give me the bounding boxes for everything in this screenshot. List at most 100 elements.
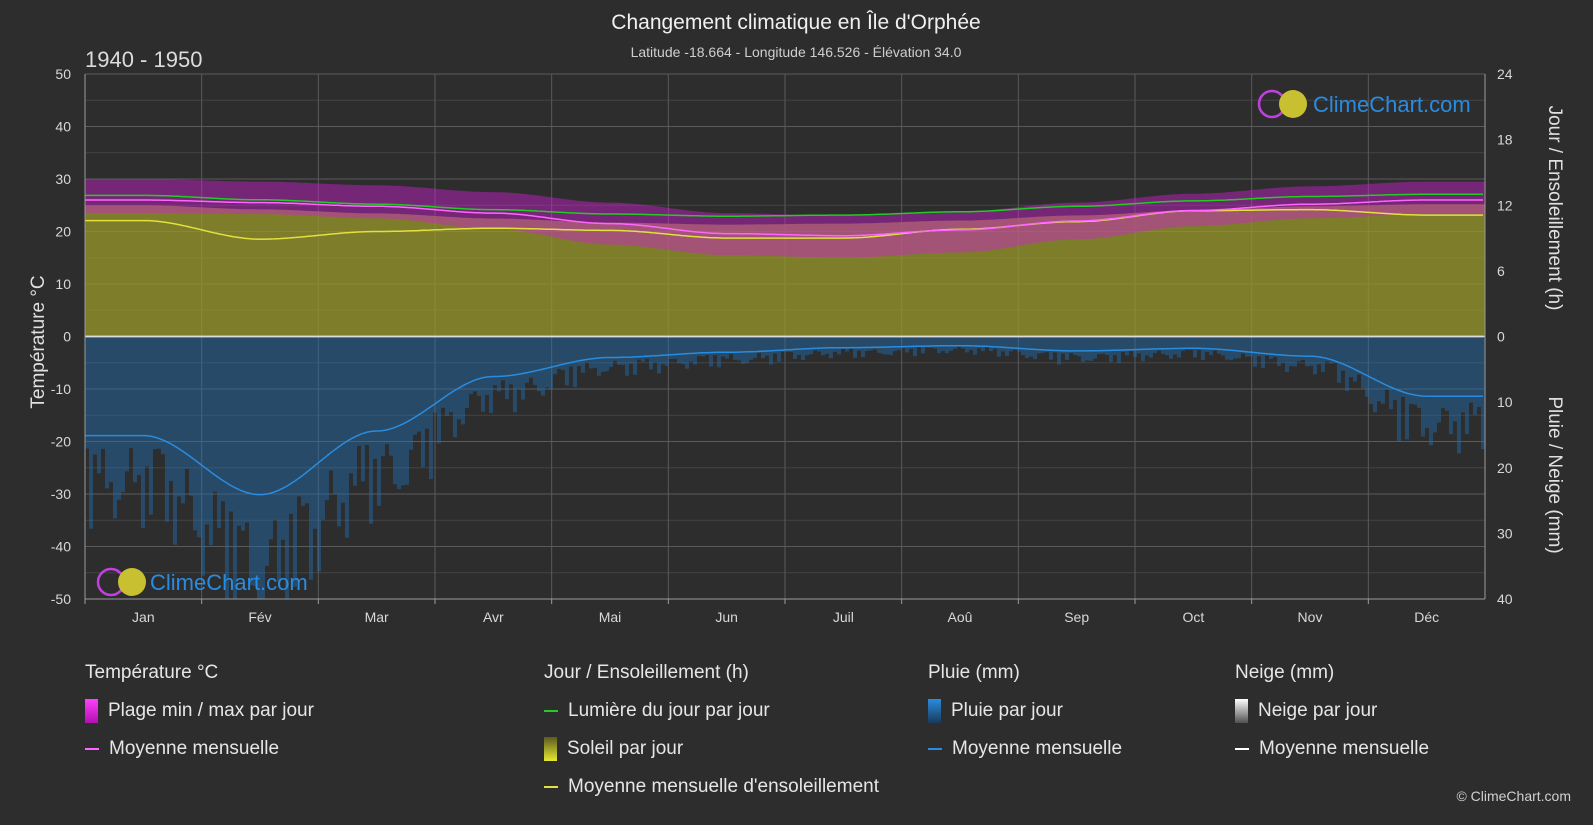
legend-sunshine-label: Soleil par jour (567, 738, 684, 759)
rain-daily-bar (677, 336, 681, 364)
rain-daily-bar (813, 336, 817, 351)
rain-daily-bar (1225, 336, 1229, 360)
sunshine-swatch (544, 737, 557, 761)
rain-daily-bar (1273, 336, 1277, 357)
daylight-line (85, 193, 1483, 217)
rain-daily-bar (221, 336, 225, 502)
rain-daily-bar (217, 336, 221, 529)
rain-daily-bar (505, 336, 509, 400)
rain-daily-bar (145, 336, 149, 467)
rain-daily-bar (1469, 336, 1473, 403)
rain-daily-bar (1045, 336, 1049, 353)
left-tick-label: 0 (63, 329, 71, 345)
rain-daily-bar (1065, 336, 1069, 360)
rain-daily-bar (1393, 336, 1397, 400)
rain-daily-bar (825, 336, 829, 354)
rain-daily-bar (1413, 336, 1417, 405)
rain-daily-bar (373, 336, 377, 459)
rain-mean-line (85, 344, 1483, 496)
rain-daily-bar (429, 336, 433, 480)
rain-daily-bar (1061, 336, 1065, 354)
left-tick-label: -50 (51, 591, 71, 607)
rain-daily-bar (1193, 336, 1197, 358)
rain-daily-bar (633, 336, 637, 375)
rain-daily-bar (277, 336, 281, 582)
rain-daily-bar (765, 336, 769, 356)
brand-logo-top[interactable]: ClimeChart.com (1257, 89, 1471, 119)
legend-sunshine-mean: Moyenne mensuelle d'ensoleillement (544, 776, 879, 798)
rain-daily-bar (857, 336, 861, 351)
rain-daily-bar (381, 336, 385, 457)
rain-daily-bar (637, 336, 641, 360)
left-tick-label: -20 (51, 434, 71, 450)
rain-daily-bar (837, 336, 841, 355)
rain-swatch (928, 699, 941, 723)
legend-rain-title: Pluie (mm) (928, 662, 1020, 683)
legend-rain: Pluie (mm) Pluie par jour Moyenne mensue… (928, 662, 1122, 776)
rain-daily-bar (1169, 336, 1173, 359)
rain-daily-bar (1041, 336, 1045, 353)
rain-daily-bar (261, 336, 265, 599)
rain-daily-bar (1289, 336, 1293, 367)
rain-daily-bar (949, 336, 953, 351)
left-tick-label: -40 (51, 539, 71, 555)
rain-daily-bar (1233, 336, 1237, 359)
rain-daily-bar (193, 336, 197, 531)
rain-daily-bar (1217, 336, 1221, 354)
rain-daily-bar (181, 336, 185, 504)
rain-daily-bar (529, 336, 533, 378)
rain-daily-bars (85, 336, 1485, 599)
rain-daily-bar (497, 336, 501, 392)
temperature-range-fill (85, 179, 1485, 258)
rain-daily-bar (601, 336, 605, 372)
rain-daily-bar (933, 336, 937, 349)
temperature-mean-line (85, 199, 1483, 237)
rain-daily-bar (713, 336, 717, 356)
brand-name-bottom: ClimeChart.com (150, 570, 308, 595)
rain-daily-bar (1209, 336, 1213, 356)
rain-daily-bar (1477, 336, 1481, 408)
rain-daily-bar (957, 336, 961, 347)
rain-daily-bar (969, 336, 973, 350)
rain-daily-bar (129, 336, 133, 449)
rain-daily-bar (477, 336, 481, 396)
rain-daily-bar (593, 336, 597, 368)
rain-daily-bar (1417, 336, 1421, 408)
rain-daily-bar (361, 336, 365, 482)
rain-daily-bar (405, 336, 409, 485)
rain-daily-bar (1429, 336, 1433, 446)
rain-daily-bar (1081, 336, 1085, 363)
rain-daily-bar (1325, 336, 1329, 362)
rain-daily-bar (1197, 336, 1201, 351)
rain-daily-bar (333, 336, 337, 495)
rain-daily-bar (649, 336, 653, 370)
rain-daily-bar (1069, 336, 1073, 354)
rain-daily-bar (461, 336, 465, 425)
rain-daily-bar (1377, 336, 1381, 402)
rain-daily-bar (1157, 336, 1161, 351)
rain-daily-bar (741, 336, 745, 364)
rain-daily-bar (617, 336, 621, 365)
rain-daily-bar (1253, 336, 1257, 367)
rain-daily-bar (317, 336, 321, 572)
rain-daily-bar (589, 336, 593, 369)
rain-daily-bar (1149, 336, 1153, 358)
rain-daily-bar (1321, 336, 1325, 372)
month-tick-label: Déc (1414, 609, 1439, 625)
climate-chart: Changement climatique en Île d'Orphée La… (28, 11, 1565, 625)
rain-daily-bar (709, 336, 713, 367)
rain-daily-bar (689, 336, 693, 362)
rain-daily-bar (937, 336, 941, 354)
rain-daily-bar (137, 336, 141, 476)
rain-daily-bar (873, 336, 877, 350)
rain-daily-bar (945, 336, 949, 354)
legend-snow-mean-label: Moyenne mensuelle (1259, 738, 1430, 759)
rain-daily-bar (1249, 336, 1253, 357)
rain-daily-bar (1333, 336, 1337, 363)
rain-daily-bar (865, 336, 869, 351)
rain-daily-bar (349, 336, 353, 474)
legend-snow-daily-label: Neige par jour (1258, 700, 1378, 721)
brand-logo-bottom[interactable]: ClimeChart.com (96, 567, 308, 597)
rain-daily-bar (1465, 336, 1469, 435)
rain-daily-bar (869, 336, 873, 351)
